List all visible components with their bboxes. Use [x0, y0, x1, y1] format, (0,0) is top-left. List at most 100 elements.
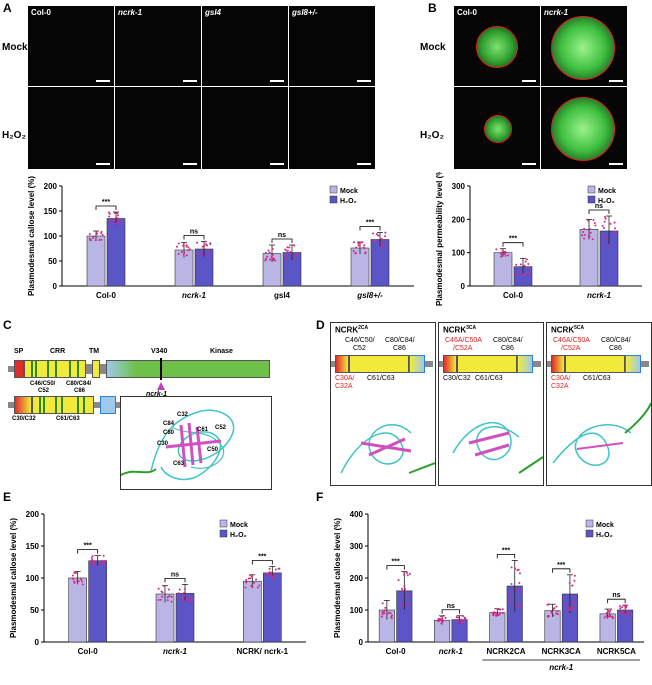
- data-dot: [167, 588, 170, 591]
- column-label: gsl4: [205, 8, 222, 17]
- data-dot: [90, 556, 93, 559]
- struct-label: C61: [197, 427, 209, 433]
- data-dot: [183, 594, 186, 597]
- y-axis-label: Plasmodesmal permeability level (%): [435, 172, 444, 306]
- data-dot: [500, 255, 503, 258]
- data-dot: [290, 252, 293, 255]
- data-dot: [582, 230, 585, 233]
- bar: [493, 252, 513, 287]
- data-dot: [571, 601, 574, 604]
- micrograph-a-ncrk1-h2o2: [115, 87, 201, 169]
- data-dot: [523, 273, 526, 276]
- data-dot: [256, 586, 259, 589]
- data-dot: [437, 618, 440, 621]
- top2: C80/C84/: [493, 337, 523, 344]
- data-dot: [552, 607, 555, 610]
- sig-label: ***: [258, 553, 266, 560]
- data-dot: [454, 620, 457, 623]
- bar: [88, 560, 107, 643]
- data-dot: [204, 240, 207, 243]
- data-dot: [77, 580, 80, 583]
- data-dot: [245, 581, 248, 584]
- data-dot: [583, 237, 586, 240]
- bar: [243, 580, 262, 643]
- data-dot: [619, 610, 622, 613]
- column-label: Col-0: [31, 8, 51, 17]
- data-dot: [258, 584, 261, 587]
- data-dot: [96, 554, 99, 557]
- data-dot: [494, 614, 497, 617]
- cys-label-bottom1: C30/C32: [12, 416, 36, 422]
- micrograph-a-col0-mock: Col-0: [28, 6, 114, 86]
- data-dot: [250, 575, 253, 578]
- data-dot: [609, 222, 612, 225]
- data-dot: [462, 619, 465, 622]
- y-axis-label: Plasmodesmal callose level (%): [333, 518, 342, 638]
- category-label: NCRK2CA: [486, 647, 525, 656]
- legend-label: H₂O₂: [596, 532, 613, 539]
- y-tick-label: 0: [461, 282, 466, 291]
- tm-domain: [92, 360, 100, 378]
- column-label: ncrk-1: [118, 8, 143, 17]
- sp-label: SP: [14, 348, 24, 355]
- data-dot: [108, 215, 111, 218]
- sig-label: ns: [190, 229, 198, 236]
- box-title: NCRK: [443, 325, 467, 335]
- data-dot: [614, 227, 617, 230]
- data-dot: [623, 612, 626, 615]
- data-dot: [362, 246, 365, 249]
- data-dot: [566, 611, 569, 614]
- data-dot: [380, 245, 383, 248]
- legend-swatch: [585, 529, 594, 538]
- crr-domain: [24, 360, 86, 378]
- data-dot: [295, 254, 298, 257]
- data-dot: [613, 232, 616, 235]
- data-dot: [504, 254, 507, 257]
- sig-bracket: [386, 565, 405, 570]
- data-dot: [108, 212, 111, 215]
- data-dot: [458, 620, 461, 623]
- data-dot: [460, 618, 463, 621]
- panel-d-box-3ca: NCRK3CA C46A/C50A /C52A C80/C84/ C86 C30…: [438, 322, 544, 486]
- bot2: C61/C63: [583, 375, 611, 382]
- data-dot: [271, 577, 274, 580]
- struct-label: C63: [173, 461, 185, 467]
- data-dot: [268, 258, 271, 261]
- data-dot: [383, 609, 386, 612]
- panel-label-a: A: [3, 1, 12, 15]
- data-dot: [550, 610, 553, 613]
- data-dot: [91, 558, 94, 561]
- data-dot: [524, 267, 527, 270]
- category-label: ncrk-1: [587, 291, 612, 300]
- data-dot: [203, 244, 206, 247]
- data-dot: [252, 581, 255, 584]
- data-dot: [249, 574, 252, 577]
- category-label: Col-0: [503, 291, 524, 300]
- data-dot: [444, 617, 447, 620]
- data-dot: [190, 599, 193, 602]
- data-dot: [581, 234, 584, 237]
- struct-label: C30: [157, 441, 169, 447]
- data-dot: [93, 561, 96, 564]
- data-dot: [255, 578, 258, 581]
- data-dot: [363, 244, 366, 247]
- sig-bracket: [359, 226, 381, 231]
- data-dot: [170, 595, 173, 598]
- sig-label: ns: [447, 603, 455, 610]
- data-dot: [607, 615, 610, 618]
- sp-domain: [14, 360, 24, 378]
- sig-bracket: [588, 209, 610, 214]
- data-dot: [364, 252, 367, 255]
- data-dot: [613, 221, 616, 224]
- data-dot: [462, 615, 465, 618]
- bot1: C30A/: [335, 375, 355, 382]
- data-dot: [268, 571, 271, 574]
- data-dot: [380, 242, 383, 245]
- data-dot: [157, 587, 160, 590]
- data-dot: [441, 620, 444, 623]
- bar: [489, 612, 506, 643]
- data-dot: [627, 612, 630, 615]
- data-dot: [601, 243, 604, 246]
- data-dot: [201, 253, 204, 256]
- data-dot: [183, 251, 186, 254]
